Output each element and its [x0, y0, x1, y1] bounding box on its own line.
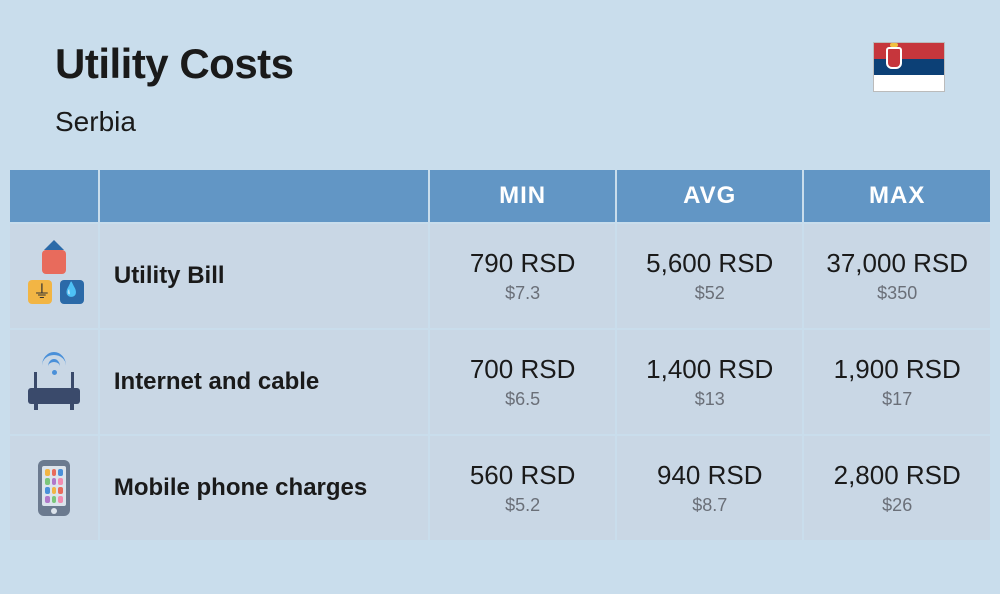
country-name: Serbia: [55, 106, 945, 138]
row-label: Mobile phone charges: [100, 436, 428, 540]
amount-local: 790 RSD: [440, 248, 605, 279]
amount-usd: $13: [627, 389, 792, 410]
row-label: Utility Bill: [100, 224, 428, 328]
amount-usd: $7.3: [440, 283, 605, 304]
amount-usd: $52: [627, 283, 792, 304]
amount-local: 700 RSD: [440, 354, 605, 385]
phone-icon: [24, 458, 84, 518]
page-title: Utility Costs: [55, 40, 945, 88]
row-icon-cell: [10, 330, 98, 434]
amount-usd: $17: [814, 389, 980, 410]
amount-usd: $8.7: [627, 495, 792, 516]
cell-min: 700 RSD $6.5: [430, 330, 615, 434]
header-min: MIN: [430, 170, 615, 222]
header-icon-col: [10, 170, 98, 222]
header-label-col: [100, 170, 428, 222]
amount-local: 560 RSD: [440, 460, 605, 491]
header-max: MAX: [804, 170, 990, 222]
cell-max: 37,000 RSD $350: [804, 224, 990, 328]
cell-min: 790 RSD $7.3: [430, 224, 615, 328]
row-label: Internet and cable: [100, 330, 428, 434]
amount-local: 37,000 RSD: [814, 248, 980, 279]
table-row: Internet and cable 700 RSD $6.5 1,400 RS…: [10, 330, 990, 434]
amount-usd: $26: [814, 495, 980, 516]
table-row: Utility Bill 790 RSD $7.3 5,600 RSD $52 …: [10, 224, 990, 328]
amount-local: 1,400 RSD: [627, 354, 792, 385]
amount-local: 5,600 RSD: [627, 248, 792, 279]
costs-table: MIN AVG MAX Utility Bill 790 RSD $7.3 5,…: [0, 168, 1000, 542]
row-icon-cell: [10, 436, 98, 540]
amount-usd: $6.5: [440, 389, 605, 410]
header-avg: AVG: [617, 170, 802, 222]
table-row: Mobile phone charges 560 RSD $5.2 940 RS…: [10, 436, 990, 540]
cell-avg: 940 RSD $8.7: [617, 436, 802, 540]
amount-local: 940 RSD: [627, 460, 792, 491]
amount-local: 2,800 RSD: [814, 460, 980, 491]
amount-usd: $350: [814, 283, 980, 304]
cell-avg: 1,400 RSD $13: [617, 330, 802, 434]
amount-local: 1,900 RSD: [814, 354, 980, 385]
router-icon: [24, 352, 84, 412]
row-icon-cell: [10, 224, 98, 328]
cell-max: 1,900 RSD $17: [804, 330, 990, 434]
flag-icon: [873, 42, 945, 92]
header: Utility Costs Serbia: [0, 0, 1000, 168]
cell-max: 2,800 RSD $26: [804, 436, 990, 540]
amount-usd: $5.2: [440, 495, 605, 516]
cell-avg: 5,600 RSD $52: [617, 224, 802, 328]
table-header-row: MIN AVG MAX: [10, 170, 990, 222]
utility-icon: [24, 246, 84, 306]
cell-min: 560 RSD $5.2: [430, 436, 615, 540]
